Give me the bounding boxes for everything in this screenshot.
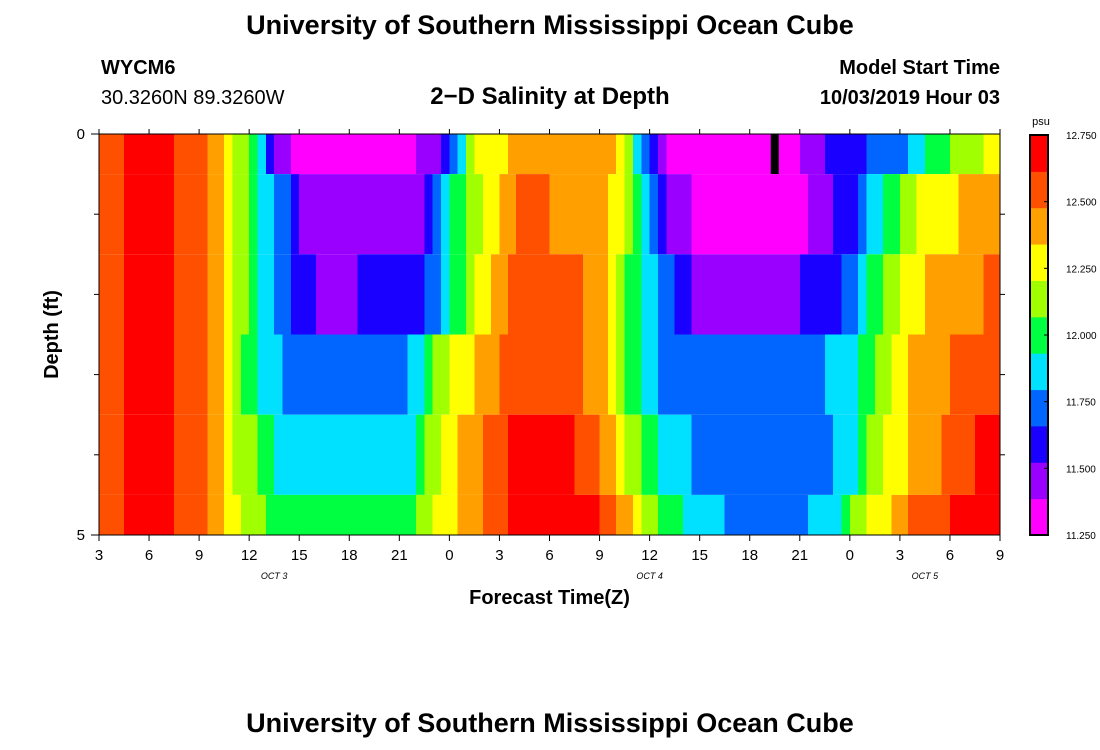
colorbar-tick-label: 11.250 [1066,531,1096,542]
date-label: OCT 5 [912,571,939,581]
station-id: WYCM6 [101,57,176,79]
colorbar-swatch [1030,244,1048,281]
y-axis: 05 [77,126,1005,544]
colorbar-tick-label: 12.250 [1066,264,1097,275]
x-tick-label: 21 [791,547,808,564]
y-tick-label: 5 [77,527,85,544]
x-tick-label: 9 [595,547,603,564]
colorbar-tick-label: 12.750 [1066,131,1097,142]
date-label: OCT 3 [261,571,288,581]
colorbar-swatch [1030,171,1048,209]
colorbar-swatch [1030,462,1048,500]
colorbar-swatch [1030,135,1048,172]
heatmap-row-3 [99,334,1000,415]
y-tick-label: 0 [77,126,85,143]
colorbar-swatch [1030,280,1048,318]
x-tick-label: 21 [391,547,408,564]
x-axis-label: Forecast Time(Z) [469,587,630,609]
colorbar-swatch [1030,353,1048,391]
heatmap-row-0 [99,134,1000,175]
colorbar-swatch [1030,207,1048,245]
x-tick-label: 0 [846,547,854,564]
colorbar-tick-label: 11.500 [1066,464,1096,475]
y-axis-label: Depth (ft) [41,290,63,379]
x-axis: 3 6 9 12 15 18 21 0 3 6 9 12 15 18 21 0 3 6 9 OCT 3 OCT 4 OCT… [95,129,1004,581]
x-tick-label: 6 [946,547,954,564]
footer-title: University of Southern Mississippi Ocean… [246,708,854,738]
colorbar-swatch [1030,389,1048,427]
heatmap-cells [99,134,1000,535]
x-tick-label: 6 [545,547,553,564]
heatmap-row-1 [99,174,1000,255]
x-tick-label: 15 [291,547,308,564]
heatmap-row-2 [99,254,1000,335]
colorbar-swatch [1030,498,1048,536]
x-tick-label: 15 [691,547,708,564]
x-tick-label: 9 [195,547,203,564]
x-tick-label: 12 [241,547,258,564]
colorbar: 12.750 12.500 12.250 12.000 11.750 11.500 11.2… [1029,116,1097,542]
colorbar-tick-label: 12.500 [1066,198,1097,209]
plot-title: 2−D Salinity at Depth [430,83,670,110]
x-tick-label: 12 [641,547,658,564]
colorbar-tick-label: 12.000 [1066,331,1097,342]
model-start-value: 10/03/2019 Hour 03 [819,87,1000,109]
colorbar-tick-label: 11.750 [1066,398,1096,409]
x-tick-label: 18 [341,547,358,564]
page-title: University of Southern Mississippi Ocean… [246,10,854,40]
heatmap-row-4 [99,414,1000,495]
station-coordinates: 30.3260N 89.3260W [101,87,285,109]
x-tick-label: 3 [495,547,503,564]
x-tick-label: 3 [896,547,904,564]
x-tick-label: 18 [741,547,758,564]
x-tick-label: 6 [145,547,153,564]
model-start-label: Model Start Time [839,57,1000,79]
x-tick-label: 0 [445,547,453,564]
colorbar-swatch [1030,316,1048,354]
heatmap-row-5 [99,494,1000,535]
current-time-marker [770,134,779,174]
x-tick-label: 9 [996,547,1004,564]
colorbar-swatch [1030,425,1048,463]
x-tick-label: 3 [95,547,103,564]
colorbar-unit: psu [1032,116,1050,128]
date-label: OCT 4 [636,571,663,581]
